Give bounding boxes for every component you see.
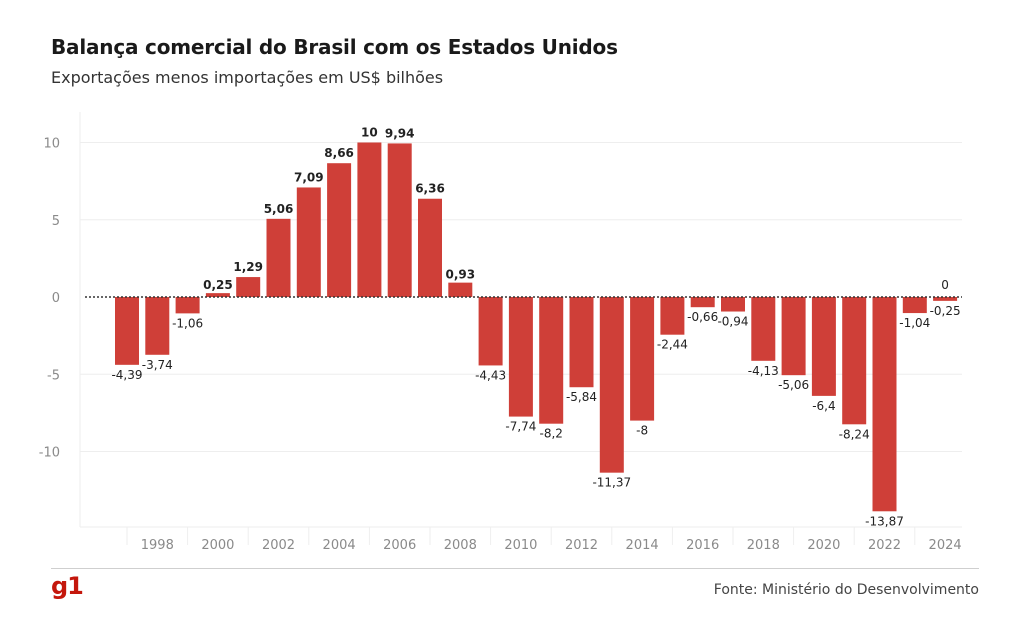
y-tick-label: 10 bbox=[43, 137, 60, 152]
x-tick-label-2000: 2000 bbox=[201, 538, 234, 553]
data-label-2006: 9,94 bbox=[385, 126, 415, 140]
data-label-2024-zero: 0 bbox=[941, 278, 949, 292]
bar-2010 bbox=[508, 297, 533, 417]
bar-2024 bbox=[933, 297, 958, 301]
x-tick-label-2014: 2014 bbox=[626, 538, 659, 553]
chart-title: Balança comercial do Brasil com os Estad… bbox=[51, 35, 618, 59]
bar-2008 bbox=[448, 282, 473, 297]
bar-chart: 10 5 0 -5 -10 -4,39-3,74 -1,06 0,251,29 5,06 7,09… bbox=[39, 112, 962, 553]
footer-divider bbox=[51, 568, 979, 569]
data-label-2000: 0,25 bbox=[203, 278, 233, 292]
bar-2006 bbox=[387, 143, 412, 297]
x-tick-label-2022: 2022 bbox=[868, 538, 901, 553]
y-tick-label: 5 bbox=[52, 214, 60, 229]
bar-1999 bbox=[175, 297, 200, 314]
data-label-2019: -5,06 bbox=[778, 378, 809, 392]
bar-2014 bbox=[630, 297, 655, 421]
data-label-2011: -8,2 bbox=[539, 427, 562, 441]
bar-2021 bbox=[842, 297, 867, 425]
x-tick-label-2010: 2010 bbox=[504, 538, 537, 553]
data-label-2007: 6,36 bbox=[415, 182, 445, 196]
x-tick-label-2008: 2008 bbox=[444, 538, 477, 553]
data-label-2001: 1,29 bbox=[233, 260, 263, 274]
bar-1997 bbox=[115, 297, 139, 365]
bar-2016 bbox=[690, 297, 715, 308]
x-tick-label-2006: 2006 bbox=[383, 538, 416, 553]
x-tick-label-2004: 2004 bbox=[323, 538, 356, 553]
bar-2013 bbox=[599, 297, 624, 473]
data-label-2024: -0,25 bbox=[930, 304, 961, 318]
data-label-2014: -8 bbox=[636, 424, 648, 438]
y-tick-label: 0 bbox=[52, 291, 60, 306]
bar-2007 bbox=[418, 198, 442, 297]
data-label-2022: -13,87 bbox=[865, 514, 904, 528]
data-label-2018: -4,13 bbox=[748, 364, 779, 378]
bar-2009 bbox=[478, 297, 503, 366]
x-tick-label-2020: 2020 bbox=[807, 538, 840, 553]
data-label-2010: -7,74 bbox=[505, 420, 536, 434]
bar-2017 bbox=[721, 297, 745, 312]
bar-2012 bbox=[569, 297, 594, 388]
data-label-2002: 5,06 bbox=[264, 202, 294, 216]
data-label-2012: -5,84 bbox=[566, 390, 597, 404]
bar-2018 bbox=[751, 297, 776, 361]
data-label-1997: -4,39 bbox=[111, 368, 142, 382]
data-label-2008: 0,93 bbox=[445, 268, 475, 282]
bar-2023 bbox=[902, 297, 927, 314]
x-tick-label-2016: 2016 bbox=[686, 538, 719, 553]
y-tick-label: -10 bbox=[39, 446, 60, 461]
bar-2011 bbox=[539, 297, 564, 424]
data-label-2021: -8,24 bbox=[839, 427, 870, 441]
data-label-2004: 8,66 bbox=[324, 146, 354, 160]
data-label-2016: -0,66 bbox=[687, 310, 718, 324]
y-tick-label: -5 bbox=[47, 368, 60, 383]
data-label-2023: -1,04 bbox=[899, 316, 930, 330]
chart-subtitle: Exportações menos importações em US$ bil… bbox=[51, 68, 444, 87]
bar-2020 bbox=[811, 297, 836, 396]
data-label-2013: -11,37 bbox=[592, 476, 631, 490]
data-label-2020: -6,4 bbox=[812, 399, 835, 413]
bar-2001 bbox=[236, 277, 261, 297]
x-tick-label-2002: 2002 bbox=[262, 538, 295, 553]
bar-2005 bbox=[357, 142, 382, 297]
bar-2004 bbox=[327, 163, 352, 297]
bar-2019 bbox=[781, 297, 806, 376]
bar-2022 bbox=[872, 297, 897, 512]
data-label-2003: 7,09 bbox=[294, 170, 324, 184]
bar-2003 bbox=[296, 187, 321, 297]
bar-2000 bbox=[205, 293, 230, 297]
x-tick-label-2024: 2024 bbox=[929, 538, 962, 553]
data-label-1998: -3,74 bbox=[142, 358, 173, 372]
data-label-2015: -2,44 bbox=[657, 338, 688, 352]
source-note: Fonte: Ministério do Desenvolvimento bbox=[713, 582, 979, 598]
bar-2002 bbox=[266, 218, 291, 297]
bar-2015 bbox=[660, 297, 685, 335]
data-label-1999: -1,06 bbox=[172, 316, 203, 330]
data-label-2017: -0,94 bbox=[717, 315, 748, 329]
data-label-2009: -4,43 bbox=[475, 368, 506, 382]
x-tick-label-1998: 1998 bbox=[141, 538, 174, 553]
x-tick-label-2018: 2018 bbox=[747, 538, 780, 553]
data-label-2005: 10 bbox=[361, 126, 378, 140]
x-tick-label-2012: 2012 bbox=[565, 538, 598, 553]
bar-1998 bbox=[145, 297, 170, 355]
g1-logo: g1 bbox=[51, 572, 84, 600]
